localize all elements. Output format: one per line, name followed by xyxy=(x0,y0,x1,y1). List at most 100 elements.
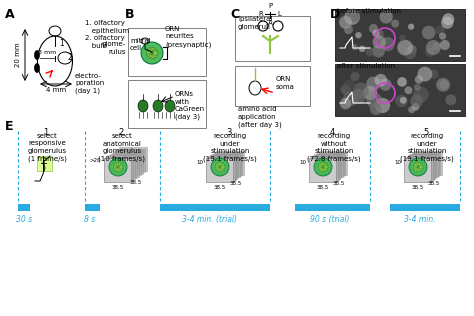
Bar xyxy=(310,157,337,181)
Bar xyxy=(409,155,437,178)
Circle shape xyxy=(436,78,450,92)
Circle shape xyxy=(151,54,156,59)
Circle shape xyxy=(440,40,450,50)
Circle shape xyxy=(153,49,157,54)
Circle shape xyxy=(413,87,428,102)
Text: 2.: 2. xyxy=(118,128,126,137)
Bar xyxy=(407,156,434,180)
Text: 90 s (trial): 90 s (trial) xyxy=(310,215,350,224)
Text: 1. olfactory
   epithelium: 1. olfactory epithelium xyxy=(85,20,129,33)
Circle shape xyxy=(340,98,351,109)
Ellipse shape xyxy=(35,64,39,72)
Text: B: B xyxy=(125,8,135,21)
Circle shape xyxy=(219,168,222,172)
Circle shape xyxy=(153,51,158,56)
Text: +: + xyxy=(39,159,47,169)
Bar xyxy=(235,16,310,61)
Circle shape xyxy=(321,162,326,166)
Text: select
anatomical
glomerulus
(10 frames/s): select anatomical glomerulus (10 frames/… xyxy=(99,133,146,162)
Circle shape xyxy=(147,48,152,53)
Text: C: C xyxy=(230,8,239,21)
Circle shape xyxy=(346,9,360,22)
Circle shape xyxy=(314,158,332,176)
Text: 38.5: 38.5 xyxy=(214,185,226,190)
Circle shape xyxy=(404,86,412,94)
Bar xyxy=(211,155,238,178)
Circle shape xyxy=(352,44,358,50)
Bar xyxy=(206,158,233,182)
Circle shape xyxy=(344,25,353,34)
Circle shape xyxy=(414,162,419,167)
Circle shape xyxy=(404,47,416,59)
Text: 38.5: 38.5 xyxy=(332,181,345,186)
Circle shape xyxy=(372,30,380,37)
Circle shape xyxy=(113,164,117,168)
Circle shape xyxy=(215,164,219,168)
Circle shape xyxy=(319,162,323,167)
Bar xyxy=(313,155,340,179)
Circle shape xyxy=(415,75,423,84)
Circle shape xyxy=(324,165,328,169)
Circle shape xyxy=(147,53,152,58)
Circle shape xyxy=(418,67,432,82)
Bar xyxy=(335,9,465,61)
Circle shape xyxy=(221,165,225,169)
Bar xyxy=(160,204,270,211)
Bar xyxy=(318,152,346,175)
Circle shape xyxy=(149,47,154,52)
Text: 38.5: 38.5 xyxy=(229,181,241,186)
Bar xyxy=(118,149,145,172)
Circle shape xyxy=(323,163,328,167)
Circle shape xyxy=(219,162,222,166)
Circle shape xyxy=(146,50,151,55)
Text: ORN
soma: ORN soma xyxy=(276,76,295,90)
Text: 38.5: 38.5 xyxy=(427,181,439,186)
Circle shape xyxy=(412,103,419,111)
Circle shape xyxy=(363,86,377,100)
Circle shape xyxy=(353,82,369,98)
Circle shape xyxy=(408,106,415,113)
Text: 10: 10 xyxy=(299,160,306,165)
Text: glome-
rulus: glome- rulus xyxy=(102,41,126,55)
Circle shape xyxy=(146,52,151,57)
Text: P: P xyxy=(268,3,272,9)
Bar xyxy=(212,154,240,177)
Text: after stimulation: after stimulation xyxy=(337,63,395,69)
Bar xyxy=(410,154,438,177)
Text: select
responsive
glomerulus
(1 frame/s): select responsive glomerulus (1 frame/s) xyxy=(27,133,66,162)
Circle shape xyxy=(410,94,423,107)
Circle shape xyxy=(109,158,127,176)
Circle shape xyxy=(375,98,390,113)
Circle shape xyxy=(319,167,323,172)
Bar xyxy=(404,158,431,182)
Text: E: E xyxy=(5,120,13,133)
Circle shape xyxy=(117,168,120,172)
Circle shape xyxy=(119,165,123,169)
Circle shape xyxy=(374,29,383,39)
Bar xyxy=(18,204,30,211)
Bar xyxy=(309,158,336,182)
Bar xyxy=(37,156,52,171)
Circle shape xyxy=(118,167,122,171)
Text: D: D xyxy=(330,8,340,21)
Bar xyxy=(319,151,346,174)
Circle shape xyxy=(400,35,406,41)
Circle shape xyxy=(323,167,328,171)
Text: 4.: 4. xyxy=(330,128,338,137)
Text: 10: 10 xyxy=(196,160,203,165)
Circle shape xyxy=(343,91,358,106)
Bar xyxy=(128,80,206,128)
Circle shape xyxy=(397,40,413,55)
Bar xyxy=(207,157,235,181)
Circle shape xyxy=(217,167,220,172)
Circle shape xyxy=(426,40,441,55)
Text: 3-4 min. (trial): 3-4 min. (trial) xyxy=(182,215,237,224)
Circle shape xyxy=(422,26,436,40)
Circle shape xyxy=(370,102,383,115)
Circle shape xyxy=(397,77,407,87)
Circle shape xyxy=(350,89,366,104)
Bar xyxy=(295,204,370,211)
Bar xyxy=(112,153,139,177)
Circle shape xyxy=(318,164,322,168)
Text: 38.5: 38.5 xyxy=(130,179,142,185)
